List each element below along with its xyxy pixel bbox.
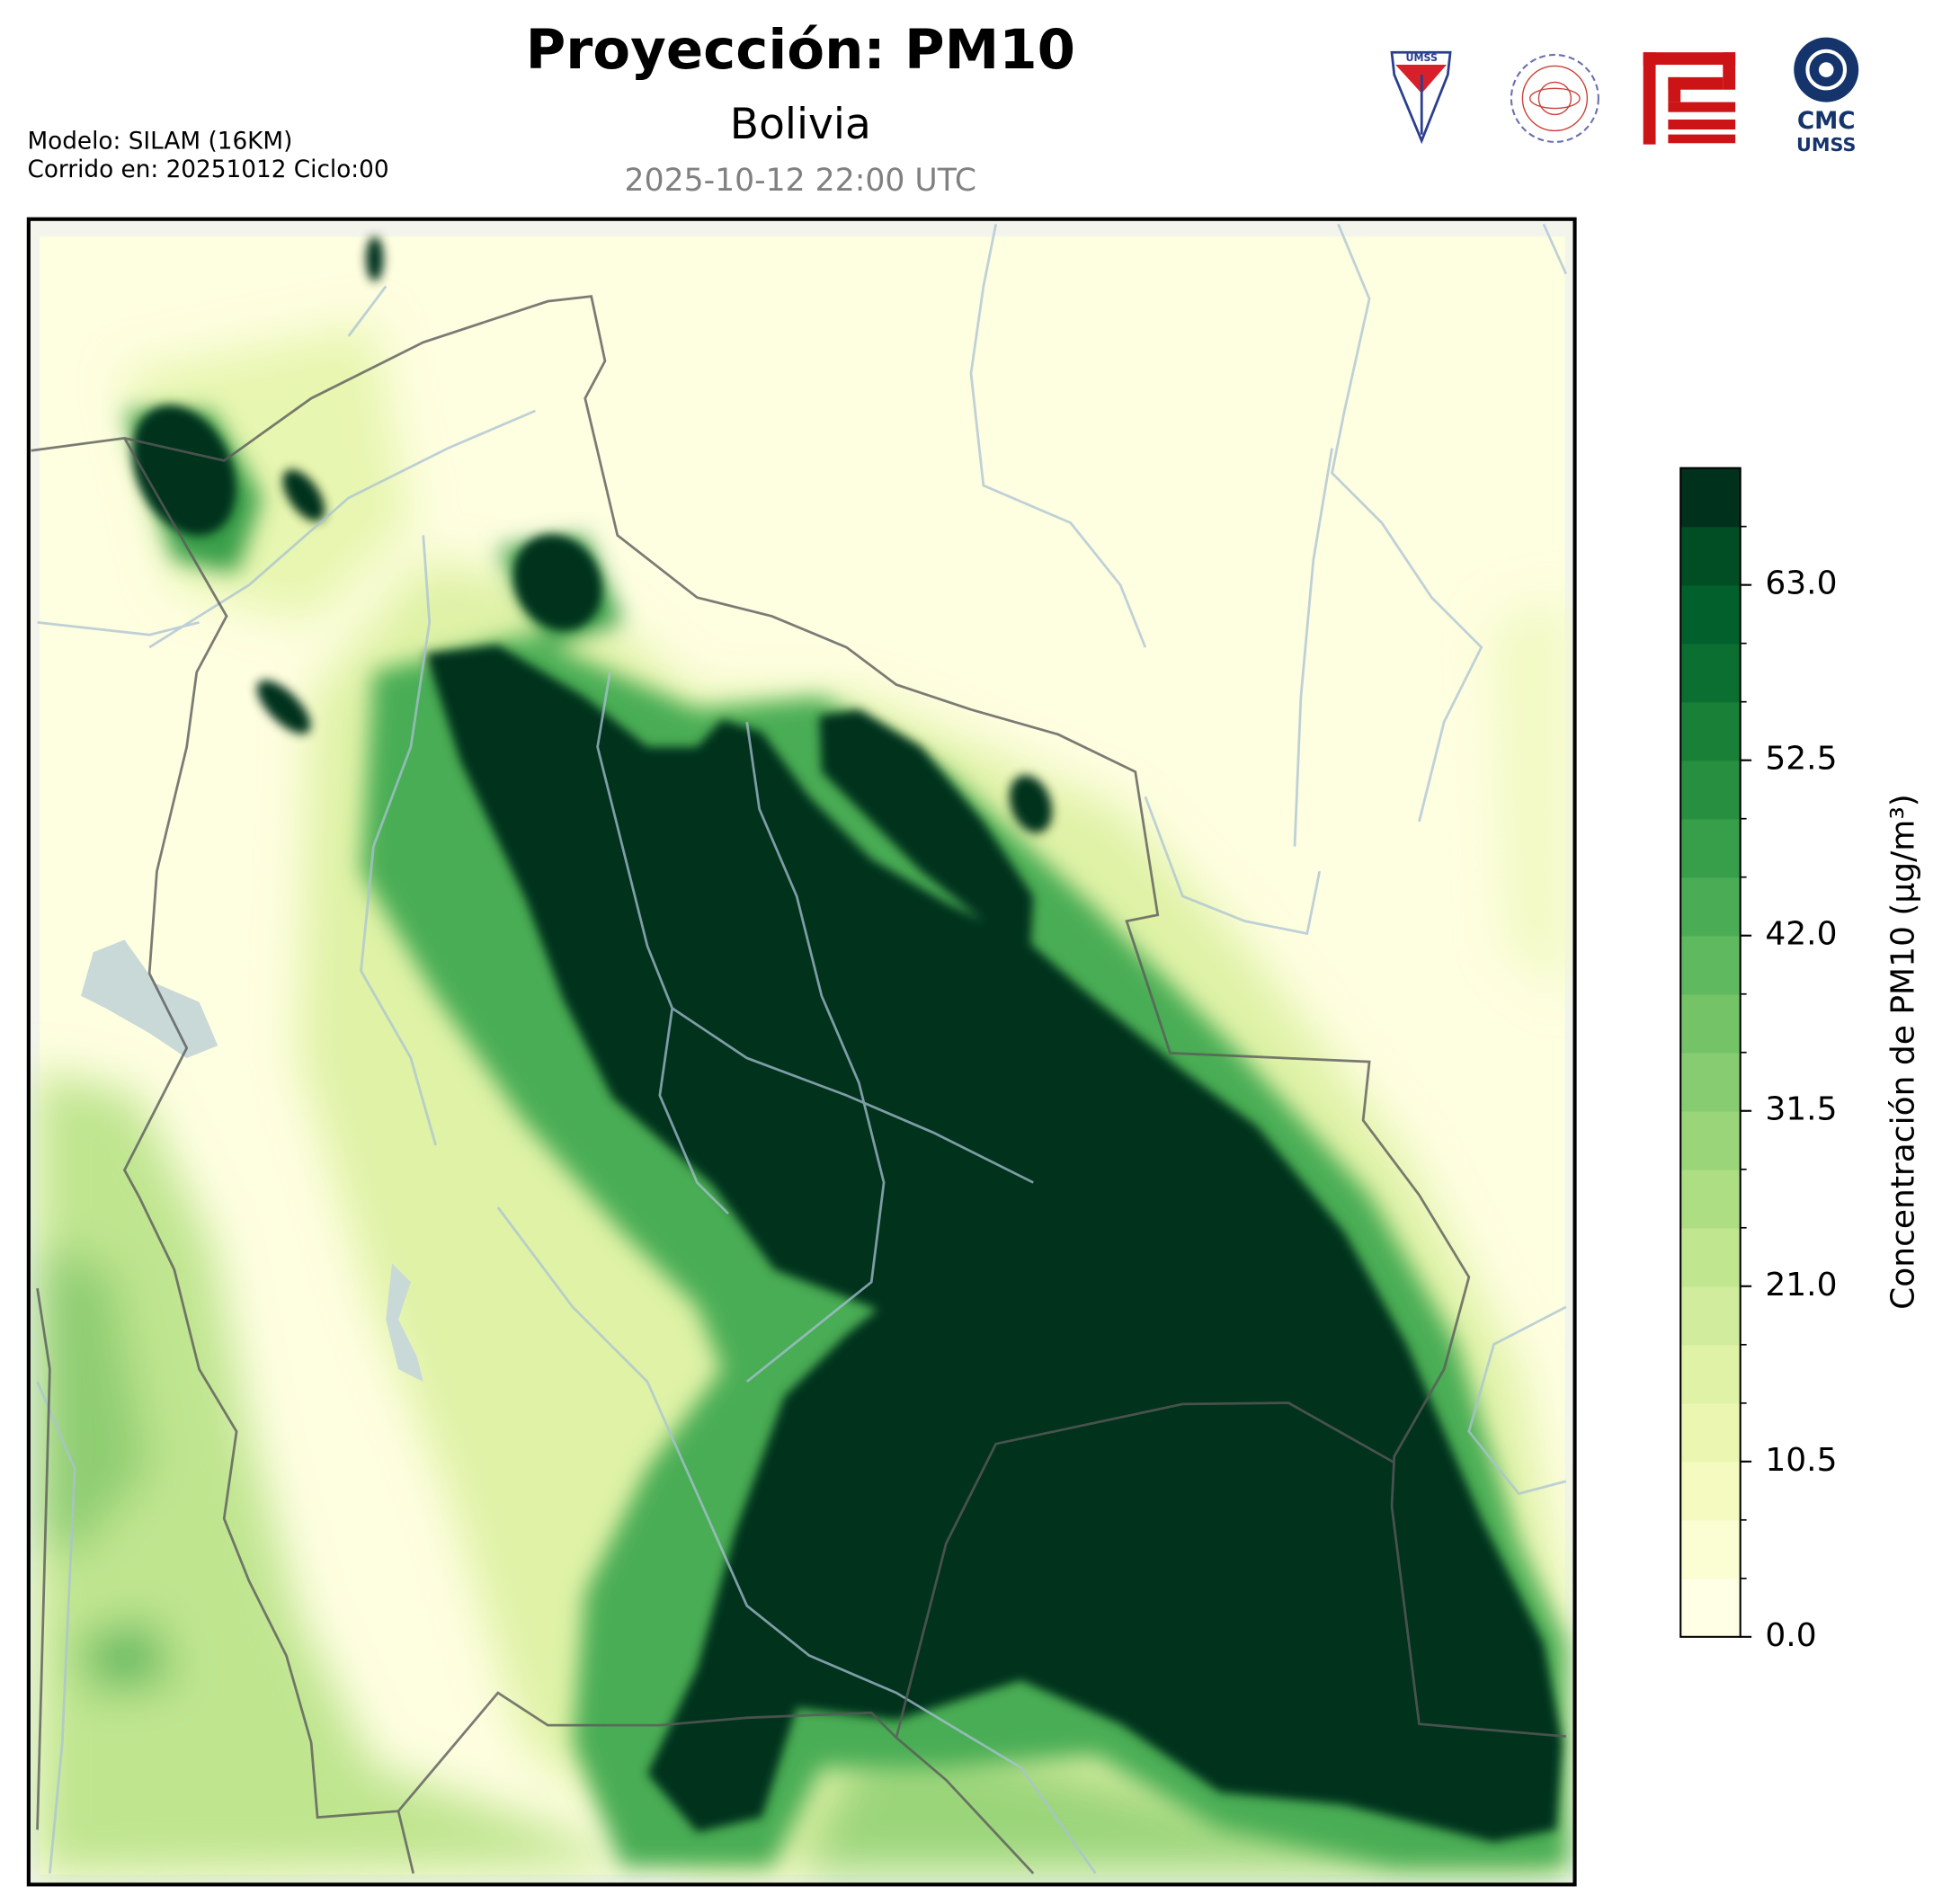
title: Proyección: PM10 xyxy=(526,18,1075,82)
logo-text: UMSS xyxy=(1406,52,1438,64)
colorbar-tick-label: 42.0 xyxy=(1765,916,1837,953)
run-info: Corrido en: 20251012 Ciclo:00 xyxy=(27,156,388,183)
colorbar-tick-label: 10.5 xyxy=(1765,1442,1837,1479)
colorbar-band xyxy=(1680,993,1741,1054)
subtitle: Bolivia xyxy=(730,100,871,149)
colorbar-label: Concentración de PM10 (μg/m³) xyxy=(1884,794,1921,1310)
colorbar-band xyxy=(1680,1110,1741,1170)
colorbar-tick-label: 21.0 xyxy=(1765,1267,1837,1303)
colorbar-tick-label: 63.0 xyxy=(1765,565,1837,602)
colorbar-tick-label: 0.0 xyxy=(1765,1617,1816,1654)
lake xyxy=(81,939,218,1058)
high-concentration xyxy=(132,236,1563,1843)
colorbar-tick-label: 31.5 xyxy=(1765,1091,1837,1128)
logo-umss: UMSS xyxy=(1390,50,1452,145)
logo-red xyxy=(1643,52,1736,145)
colorbar-band xyxy=(1680,1344,1741,1404)
colorbar-band xyxy=(1680,760,1741,820)
colorbar-band xyxy=(1680,1461,1741,1521)
colorbar-band xyxy=(1680,1402,1741,1463)
colorbar-band xyxy=(1680,526,1741,586)
model-info: Modelo: SILAM (16KM) xyxy=(27,128,292,155)
colorbar-band xyxy=(1680,1052,1741,1112)
colorbar-band xyxy=(1680,1286,1741,1346)
logo-text: CMC xyxy=(1797,108,1856,135)
colorbar-band xyxy=(1680,1578,1741,1638)
lake xyxy=(386,1263,423,1382)
logo-text: UMSS xyxy=(1796,134,1856,156)
map xyxy=(28,218,1575,1885)
colorbar-frame xyxy=(1679,467,1742,1638)
colorbar: 0.0 10.5 21.0 31.5 42.0 52.5 63.0 xyxy=(1679,467,1838,1654)
borders xyxy=(31,295,1566,1874)
map-frame xyxy=(26,217,1577,1887)
colorbar-band xyxy=(1680,876,1741,937)
colorbar-band xyxy=(1680,1227,1741,1287)
colorbar-band xyxy=(1680,467,1741,528)
colorbar-band xyxy=(1680,1169,1741,1229)
colorbar-band xyxy=(1680,701,1741,761)
colorbar-band xyxy=(1680,584,1741,645)
rivers xyxy=(36,223,1568,1874)
logo-cmc: CMC UMSS xyxy=(1794,37,1859,156)
logo-fisica xyxy=(1510,53,1599,143)
colorbar-band xyxy=(1680,935,1741,995)
colorbar-band xyxy=(1680,643,1741,703)
colorbar-band xyxy=(1680,1519,1741,1579)
colorbar-band xyxy=(1680,818,1741,878)
valid-time: 2025-10-12 22:00 UTC xyxy=(625,163,977,199)
colorbar-tick-label: 52.5 xyxy=(1765,741,1837,778)
